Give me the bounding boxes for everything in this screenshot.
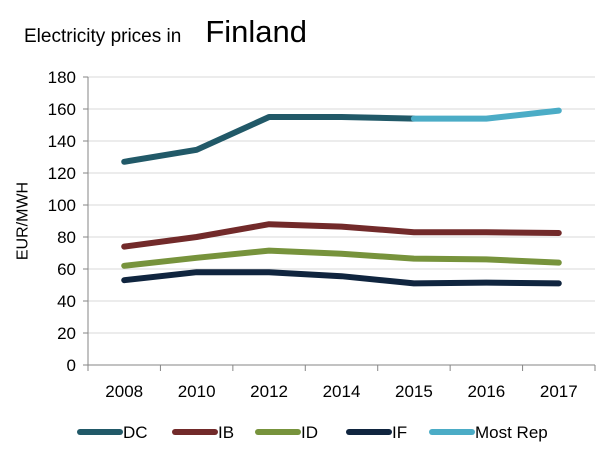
legend-item-id: ID: [255, 423, 318, 442]
chart-title: Electricity prices in Finland: [24, 14, 307, 50]
legend-label: ID: [301, 423, 318, 442]
y-tick-label: 20: [57, 324, 76, 343]
series-line-if: [121, 269, 562, 287]
y-tick-label: 100: [48, 196, 76, 215]
x-tick-label: 2015: [395, 382, 433, 401]
legend-item-dc: DC: [77, 423, 148, 442]
legend-label: IB: [218, 423, 234, 442]
legend-label: IF: [392, 423, 407, 442]
legend-item-ib: IB: [172, 423, 234, 442]
axes: [83, 76, 596, 371]
legend-item-if: IF: [346, 423, 407, 442]
y-tick-label: 160: [48, 100, 76, 119]
y-tick-label: 80: [57, 228, 76, 247]
legend-item-most-rep: Most Rep: [429, 423, 548, 442]
x-tick-labels: 2008 2010 2012 2014 2015 2016 2017: [105, 382, 577, 401]
x-tick-label: 2012: [250, 382, 288, 401]
y-tick-labels: 0 20 40 60 80 100 120 140 160 180: [48, 68, 76, 375]
y-axis-title: EUR/MWH: [15, 182, 32, 260]
y-tick-label: 40: [57, 292, 76, 311]
series-line-id: [121, 247, 562, 269]
chart-title-text: Electricity prices in: [24, 26, 182, 47]
x-tick-label: 2010: [178, 382, 216, 401]
series-line-dc: [121, 114, 417, 165]
y-tick-label: 0: [67, 356, 76, 375]
series-lines: [121, 107, 562, 287]
legend-label: DC: [123, 423, 148, 442]
x-tick-label: 2017: [540, 382, 578, 401]
series-line-most-rep: [410, 107, 562, 122]
y-tick-label: 120: [48, 164, 76, 183]
y-tick-label: 140: [48, 132, 76, 151]
series-line-ib: [121, 221, 562, 250]
y-tick-label: 60: [57, 260, 76, 279]
x-tick-label: 2016: [467, 382, 505, 401]
chart-title-country: Finland: [205, 14, 308, 49]
y-tick-label: 180: [48, 68, 76, 87]
x-tick-label: 2008: [105, 382, 143, 401]
legend-label: Most Rep: [475, 423, 548, 442]
gridlines: [88, 76, 595, 334]
legend: DC IB ID IF Most Rep: [77, 423, 548, 442]
x-tick-label: 2014: [323, 382, 361, 401]
